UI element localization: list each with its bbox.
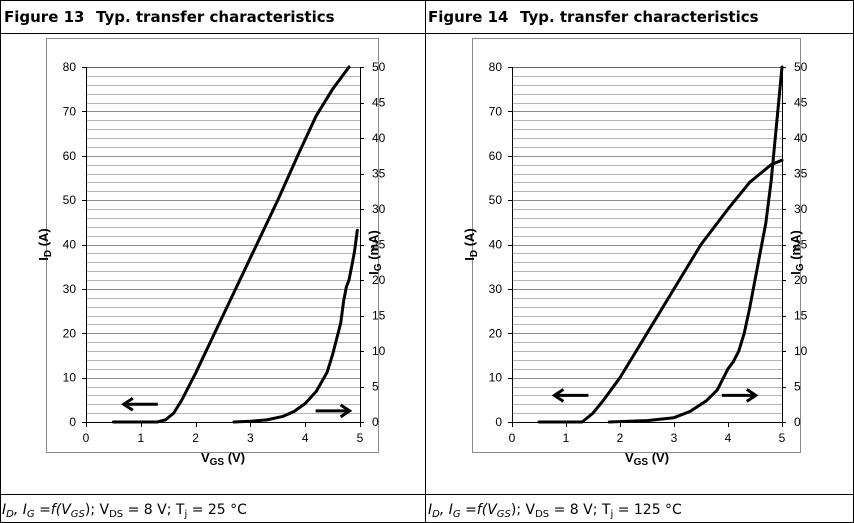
x-tick-label: 1 (137, 431, 144, 445)
caption-mid2: =f(V (35, 502, 73, 518)
y-tick-label: 70 (63, 104, 77, 118)
figure-14-title: Typ. transfer characteristics (520, 8, 759, 26)
caption-g-sub: G (453, 509, 461, 520)
y-tick-label: 10 (489, 371, 503, 385)
y-tick-label: 80 (489, 60, 503, 74)
y2-tick-label: 50 (794, 60, 808, 74)
caption-d-sub: D (432, 509, 440, 520)
y-axis-label: ID (A) (36, 228, 54, 261)
series-line-gate-current (607, 65, 784, 424)
figure-13-title: Typ. transfer characteristics (96, 8, 335, 26)
y2-tick-label: 30 (372, 202, 386, 216)
x-tick-label: 3 (247, 431, 254, 445)
y2-tick-label: 35 (794, 167, 808, 181)
caption-mid3: ); V (85, 502, 110, 518)
y2-tick-label: 10 (794, 344, 808, 358)
y2-tick-label: 20 (794, 273, 808, 287)
figure-13-number: Figure 13 (4, 8, 84, 26)
caption-gs-sub: GS (71, 509, 86, 520)
y-tick-label: 0 (495, 415, 502, 429)
y2-tick-label: 5 (372, 380, 379, 394)
y2-tick-label: 0 (372, 415, 379, 429)
y-tick-label: 30 (489, 282, 503, 296)
caption-gs-sub: GS (497, 509, 512, 520)
caption-suffix: = 8 V; T (123, 502, 185, 518)
x-tick-label: 4 (725, 431, 732, 445)
x-tick-label: 3 (671, 431, 678, 445)
caption-end: = 25 °C (187, 502, 247, 518)
y2-tick-label: 5 (794, 380, 801, 394)
caption-end: = 125 °C (613, 502, 682, 518)
caption-ds-sub: DS (535, 509, 549, 520)
y2-axis-label: IG (mA) (788, 230, 806, 275)
figure-14-number: Figure 14 (428, 8, 508, 26)
caption-j-sub: j (183, 509, 187, 520)
y2-tick-label: 10 (372, 344, 386, 358)
figure-14-caption: ID, IG =f(VGS); VDS = 8 V; Tj = 125 °C (428, 502, 682, 520)
caption-i: I (428, 502, 432, 518)
caption-mid: , I (14, 502, 27, 518)
x-tick-label: 0 (509, 431, 516, 445)
y2-tick-label: 20 (372, 273, 386, 287)
x-axis-label: VGS (V) (625, 450, 669, 468)
caption-i: I (2, 502, 6, 518)
y2-tick-label: 25 (372, 238, 386, 252)
x-tick-label: 5 (357, 431, 364, 445)
y2-tick-label: 30 (794, 202, 808, 216)
y-tick-label: 0 (69, 415, 76, 429)
x-tick-label: 4 (302, 431, 309, 445)
series-line-drain-current (537, 158, 784, 424)
y-tick-label: 20 (489, 326, 503, 340)
y-tick-label: 80 (63, 60, 77, 74)
y2-tick-label: 15 (794, 309, 808, 323)
x-axis-label: VGS (V) (201, 450, 245, 468)
caption-mid: , I (440, 502, 453, 518)
caption-mid3: ); V (511, 502, 536, 518)
chart-area-border (46, 38, 379, 453)
y-tick-label: 50 (489, 193, 503, 207)
y2-tick-label: 50 (372, 60, 386, 74)
series-line-gate-current (232, 228, 359, 424)
y-tick-label: 50 (63, 193, 77, 207)
y2-tick-label: 25 (794, 238, 808, 252)
arrow-left-head-icon (551, 388, 565, 403)
series-line-drain-current (111, 65, 351, 424)
arrow-right-head-icon (745, 388, 759, 403)
y2-tick-label: 45 (794, 96, 808, 110)
caption-mid2: =f(V (461, 502, 499, 518)
caption-d-sub: D (6, 509, 14, 520)
x-tick-label: 2 (192, 431, 199, 445)
y-tick-label: 40 (489, 238, 503, 252)
y2-tick-label: 15 (372, 309, 386, 323)
x-tick-label: 0 (83, 431, 90, 445)
y-axis-label: ID (A) (462, 228, 480, 261)
caption-suffix: = 8 V; T (549, 502, 611, 518)
chart-area-border (472, 38, 801, 453)
x-tick-label: 2 (617, 431, 624, 445)
y-tick-label: 60 (489, 149, 503, 163)
y2-tick-label: 35 (372, 167, 386, 181)
y2-tick-label: 40 (794, 131, 808, 145)
arrow-left-head-icon (121, 397, 134, 412)
y-tick-label: 40 (63, 238, 77, 252)
x-tick-label: 5 (779, 431, 786, 445)
y-tick-label: 60 (63, 149, 77, 163)
y2-axis-label: IG (mA) (366, 230, 384, 275)
y-tick-label: 70 (489, 104, 503, 118)
figure-13-caption: ID, IG =f(VGS); VDS = 8 V; Tj = 25 °C (2, 502, 247, 520)
caption-j-sub: j (609, 509, 613, 520)
y2-tick-label: 0 (794, 415, 801, 429)
caption-g-sub: G (27, 509, 35, 520)
y-tick-label: 30 (63, 282, 77, 296)
y-tick-label: 20 (63, 326, 77, 340)
x-tick-label: 1 (563, 431, 570, 445)
arrow-right-head-icon (339, 403, 353, 419)
caption-ds-sub: DS (109, 509, 123, 520)
y2-tick-label: 40 (372, 131, 386, 145)
y2-tick-label: 45 (372, 96, 386, 110)
y-tick-label: 10 (63, 371, 77, 385)
